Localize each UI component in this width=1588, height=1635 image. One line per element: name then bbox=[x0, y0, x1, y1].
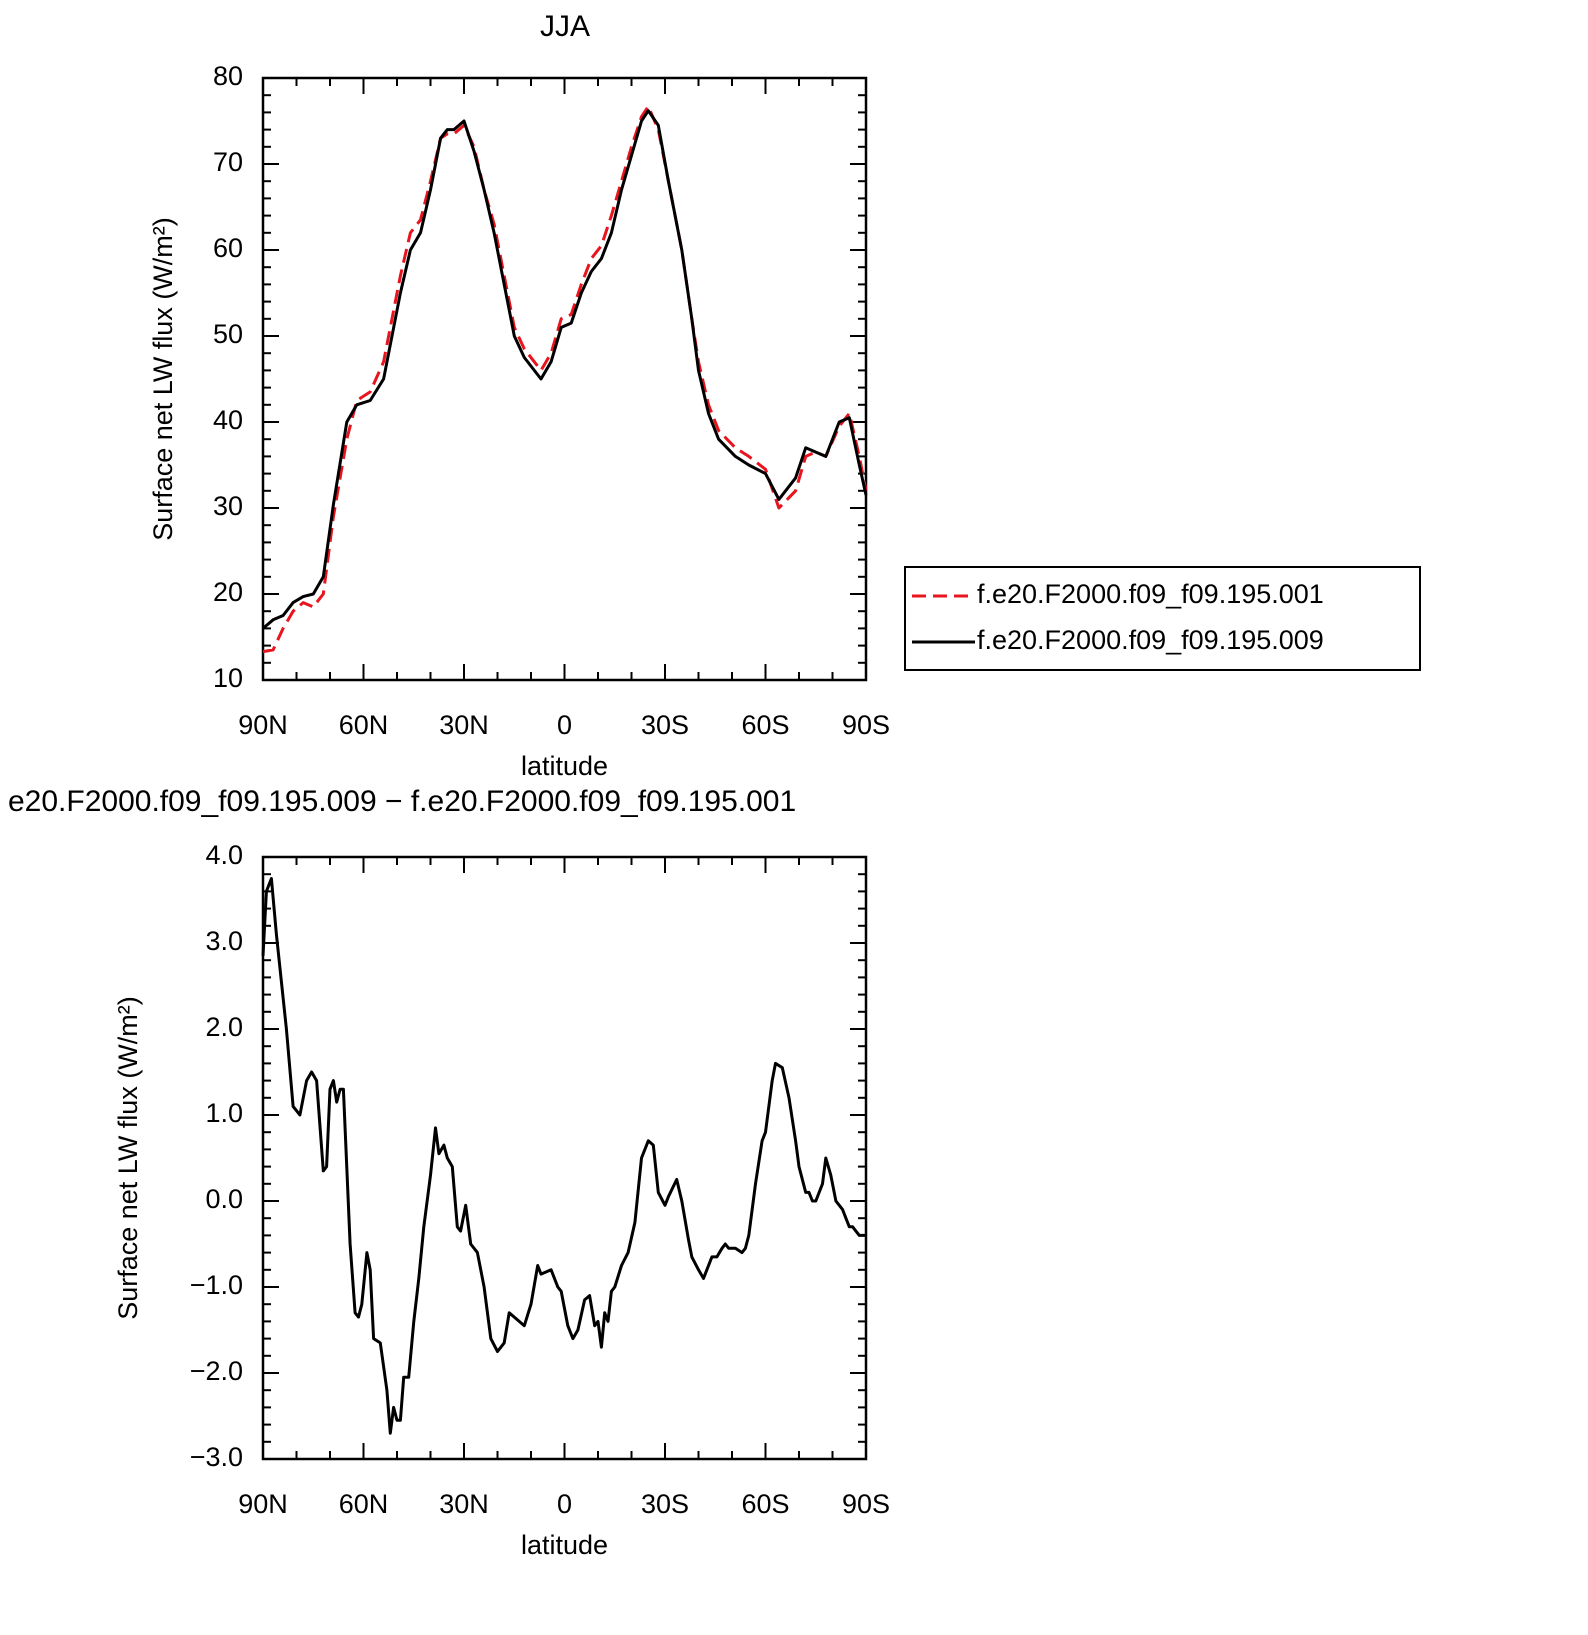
y-tick-label: 50 bbox=[213, 319, 243, 349]
x-tick-label: 0 bbox=[557, 1489, 572, 1519]
y-tick-label: −3.0 bbox=[190, 1442, 243, 1472]
y-tick-label: −2.0 bbox=[190, 1356, 243, 1386]
x-tick-label: 30S bbox=[641, 1489, 689, 1519]
y-tick-label: −1.0 bbox=[190, 1270, 243, 1300]
x-tick-label: 30S bbox=[641, 710, 689, 740]
data-line bbox=[261, 877, 866, 1435]
y-tick-label: 2.0 bbox=[205, 1012, 243, 1042]
plot-frame bbox=[261, 76, 868, 682]
x-tick-label: 30N bbox=[439, 1489, 489, 1519]
x-tick-label: 90S bbox=[842, 1489, 890, 1519]
legend-label: f.e20.F2000.f09_f09.195.009 bbox=[977, 625, 1324, 655]
y-tick-label: 4.0 bbox=[205, 840, 243, 870]
y-axis-label: Surface net LW flux (W/m²) bbox=[113, 996, 143, 1320]
chart-title: JJA bbox=[540, 10, 590, 43]
data-line bbox=[262, 109, 868, 630]
x-axis-label: latitude bbox=[521, 1530, 608, 1560]
x-tick-label: 90N bbox=[238, 710, 288, 740]
y-tick-label: 40 bbox=[213, 405, 243, 435]
x-tick-label: 90S bbox=[842, 710, 890, 740]
y-tick-label: 20 bbox=[213, 577, 243, 607]
y-tick-label: 60 bbox=[213, 233, 243, 263]
y-tick-label: 80 bbox=[213, 61, 243, 91]
x-tick-label: 60S bbox=[741, 710, 789, 740]
legend-box bbox=[904, 566, 1421, 671]
x-tick-label: 60N bbox=[339, 710, 389, 740]
x-tick-label: 60N bbox=[339, 1489, 389, 1519]
y-tick-label: 3.0 bbox=[205, 926, 243, 956]
plot-frame bbox=[261, 855, 868, 1461]
chart-title: e20.F2000.f09_f09.195.009 − f.e20.F2000.… bbox=[8, 785, 796, 818]
y-tick-label: 70 bbox=[213, 147, 243, 177]
y-axis-label: Surface net LW flux (W/m²) bbox=[148, 217, 178, 541]
x-tick-label: 30N bbox=[439, 710, 489, 740]
x-tick-label: 60S bbox=[741, 1489, 789, 1519]
x-tick-label: 0 bbox=[557, 710, 572, 740]
y-tick-label: 1.0 bbox=[205, 1098, 243, 1128]
y-tick-label: 30 bbox=[213, 491, 243, 521]
x-tick-label: 90N bbox=[238, 1489, 288, 1519]
y-tick-label: 0.0 bbox=[205, 1184, 243, 1214]
legend-label: f.e20.F2000.f09_f09.195.001 bbox=[977, 579, 1324, 609]
x-axis-label: latitude bbox=[521, 751, 608, 781]
data-line bbox=[262, 104, 868, 654]
y-tick-label: 10 bbox=[213, 663, 243, 693]
